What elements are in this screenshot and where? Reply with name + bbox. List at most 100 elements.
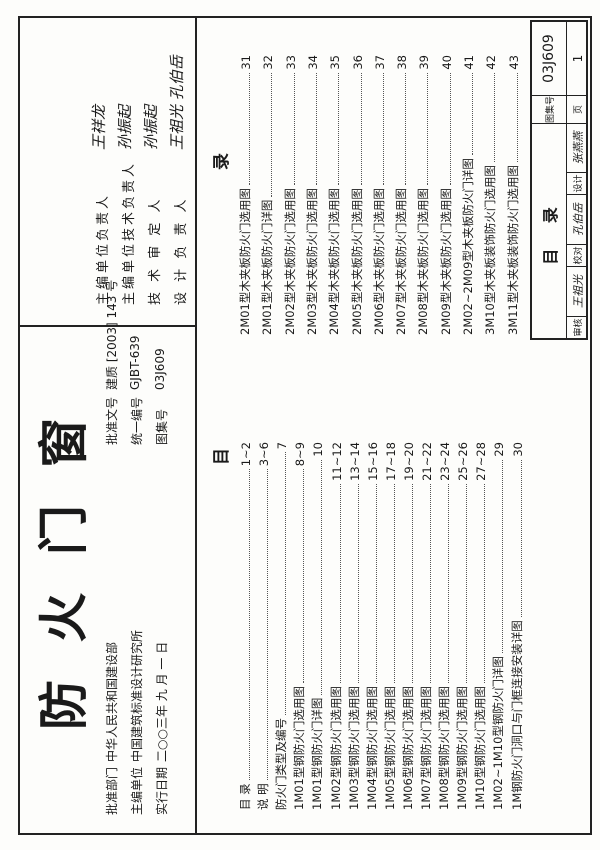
dot-leader — [321, 459, 323, 695]
toc-entry: 2M03型木夹板防火门选用图 34 — [305, 55, 320, 335]
toc-entry-title: 1M10型钢防火门选用图 — [473, 686, 488, 810]
dot-leader — [338, 72, 340, 186]
toc-entry-title: 1M05型钢防火门选用图 — [382, 686, 397, 810]
toc-entry-page: 17~18 — [383, 442, 398, 481]
toc-entry-page: 23~24 — [438, 442, 453, 481]
toc-entry: 1M09型钢防火门选用图 25~26 — [455, 442, 470, 810]
signature: 孙振起 — [116, 104, 134, 150]
toc-entry-page: 40 — [439, 55, 454, 70]
toc-entry: 1M08型钢防火门选用图 23~24 — [437, 442, 452, 810]
toc-entry-title: 1M01型钢防火门选用图 — [292, 686, 307, 810]
dot-leader — [285, 452, 287, 715]
toc-entry-page: 8~9 — [293, 442, 308, 467]
dot-leader — [484, 483, 486, 684]
toc-entry-title: 3M10型木夹板装饰防火门选用图 — [483, 165, 498, 335]
toc-entry-page: 41 — [462, 55, 476, 70]
dot-leader — [360, 72, 362, 186]
toc-entry: 2M04型木夹板防火门选用图 35 — [327, 55, 342, 335]
toc-entry: 1M05型钢防火门选用图 17~18 — [383, 442, 398, 810]
toc-heading: 录 — [212, 153, 232, 170]
toc-entry: 1M钢防火门洞口与门框连接安装详图 30 — [510, 442, 525, 810]
toc-entry-page: 39 — [417, 55, 432, 70]
toc-entry-page: 42 — [484, 55, 499, 70]
toc-entry-page: 10 — [311, 442, 326, 457]
toc-entry-title: 2M01型木夹板防火门详图 — [260, 199, 275, 335]
toc-entry: 1M07型钢防火门选用图 21~22 — [419, 442, 434, 810]
toc-entry-page: 34 — [305, 55, 320, 70]
signatory-label: 设 计 负 责 人 — [174, 196, 189, 305]
dot-leader — [315, 72, 317, 186]
toc-entry-page: 11~12 — [329, 442, 344, 481]
toc-entry-title: 2M06型木夹板防火门选用图 — [371, 188, 386, 335]
toc-entry: 1M04型钢防火门选用图 15~16 — [365, 442, 380, 810]
toc-entry-title: 2M03型木夹板防火门选用图 — [304, 188, 319, 335]
approval-label: 实行日期 — [155, 766, 169, 815]
toc-entry-title: 3M11型木夹板装饰防火门选用图 — [505, 165, 520, 335]
toc-entry: 3M11型木夹板装饰防火门选用图 43 — [506, 55, 521, 335]
signature: 王祥龙 — [90, 104, 108, 150]
toc-entry: 1M02型钢防火门选用图 11~12 — [329, 442, 344, 810]
approval-value: 中华人民共和国建设部 — [105, 641, 119, 762]
toc-entry-page: 36 — [350, 55, 365, 70]
design-label: 设计 — [567, 172, 588, 194]
toc-entry: 2M02型木夹板防火门选用图 33 — [283, 55, 298, 335]
check-signature: 孔伯岳 — [567, 194, 588, 244]
toc-entry-title: 2M07型木夹板防火门选用图 — [394, 188, 409, 335]
approval-label: 图集号 — [155, 408, 169, 445]
toc-entry-title: 2M01型木夹板防火门选用图 — [238, 188, 252, 335]
toc-entry: 3M10型木夹板装饰防火门选用图 42 — [483, 55, 498, 335]
toc-entry: 2M01型木夹板防火门选用图 31 — [238, 55, 253, 335]
atlas-label: 图集号 — [532, 95, 567, 123]
dot-leader — [267, 469, 269, 781]
dot-leader — [430, 483, 431, 684]
toc-entry-title: 说 明 — [256, 783, 271, 810]
dot-leader — [249, 72, 250, 186]
approval-label: 主编单位 — [130, 766, 144, 815]
toc-entry-title: 1M07型钢防火门选用图 — [419, 686, 433, 810]
dot-leader — [339, 483, 341, 684]
toc-heading: 目 — [212, 448, 232, 465]
approval-value: 03J609 — [153, 348, 167, 390]
dot-leader — [271, 72, 273, 197]
toc-entry-title: 2M05型木夹板防火门选用图 — [349, 188, 364, 335]
toc-entry-title: 2M04型木夹板防火门选用图 — [327, 188, 342, 335]
dot-leader — [427, 72, 429, 186]
toc-entry: 1M10型钢防火门选用图 27~28 — [473, 442, 488, 810]
toc-entry-page: 13~14 — [347, 442, 362, 481]
toc-entry-title: 1M01型钢防火门详图 — [310, 697, 325, 810]
toc-entry: 2M01型木夹板防火门详图 32 — [260, 55, 275, 335]
approval-label: 批准部门 — [105, 766, 119, 815]
toc-entry-title: 1M09型钢防火门选用图 — [455, 686, 470, 810]
design-signature: 张燕燕 — [567, 123, 588, 172]
approval-value: GJBT-639 — [128, 335, 142, 390]
toc-entry-page: 43 — [506, 55, 521, 70]
toc-entry-page: 33 — [283, 55, 298, 70]
toc-entry-title: 1M08型钢防火门选用图 — [437, 686, 452, 810]
toc-entry-page: 37 — [372, 55, 387, 70]
dot-leader — [303, 469, 305, 684]
dot-leader — [516, 72, 518, 163]
toc-entry: 1M06型钢防火门选用图 19~20 — [401, 442, 416, 810]
sheet-title: 目 录 — [532, 123, 567, 338]
dot-leader — [382, 72, 384, 186]
toc-entry-title: 2M02型木夹板防火门选用图 — [282, 188, 297, 335]
toc-entry-page: 32 — [261, 55, 276, 70]
approval-value: 二○○三年 九 月 一 日 — [155, 641, 169, 762]
toc-entry-page: 38 — [395, 55, 410, 70]
toc-entry-title: 防火门类型及编号 — [274, 718, 289, 810]
toc-entry-page: 29 — [492, 442, 507, 457]
dot-leader — [494, 72, 496, 163]
dot-leader — [502, 459, 504, 654]
toc-entry: 2M09型木夹板防火门选用图 40 — [439, 55, 454, 335]
signature: 孙振起 — [142, 104, 160, 150]
toc-entry-page: 21~22 — [420, 442, 434, 481]
dot-leader — [393, 483, 395, 684]
toc-entry: 2M07型木夹板防火门选用图 38 — [394, 55, 409, 335]
toc-entry-title: 1M06型钢防火门选用图 — [400, 686, 415, 810]
toc-entry-page: 31 — [239, 55, 253, 70]
dot-leader — [472, 72, 473, 156]
title-block: 目 录 审核 王祖光 校对 孔伯岳 设计 张燕燕 图集号 03J609 页 1 — [530, 20, 588, 340]
check-label: 校对 — [567, 244, 588, 266]
toc-entry-title: 1M02~1M10型钢防火门详图 — [491, 656, 506, 810]
document-title: 防 火 门 窗 — [35, 407, 93, 730]
